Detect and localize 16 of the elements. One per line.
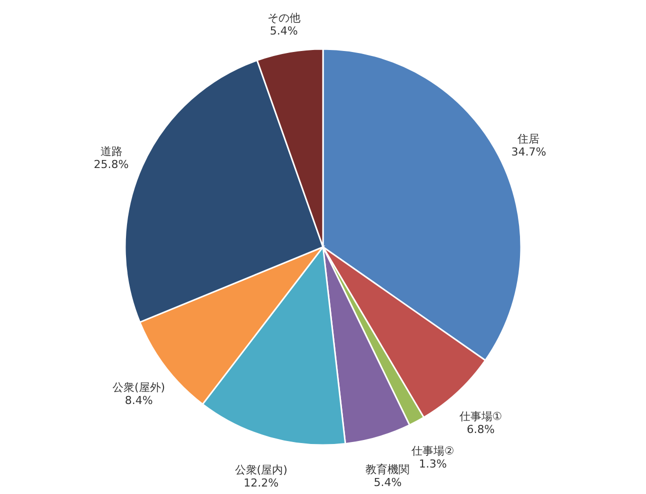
data-label: 8.4% xyxy=(124,394,153,408)
slice-label: 公衆(屋内) xyxy=(234,464,288,477)
data-label: 6.8% xyxy=(466,423,495,436)
slice-label: その他 xyxy=(267,11,300,24)
slice-label: 住居 xyxy=(518,132,540,146)
data-label: 25.8% xyxy=(94,158,129,172)
data-label: 12.2% xyxy=(244,476,279,490)
data-label: 5.4% xyxy=(374,476,402,489)
data-label: 1.3% xyxy=(418,457,447,470)
slice-label: 仕事場① xyxy=(459,410,502,424)
data-label: 34.7% xyxy=(511,146,546,159)
slice-label: 公衆(屋外) xyxy=(112,381,166,394)
slice-label: 教育機関 xyxy=(366,462,410,476)
slice-label: 仕事場② xyxy=(411,444,454,458)
slice-label: 道路 xyxy=(100,145,122,158)
data-label: 5.4% xyxy=(270,24,298,38)
